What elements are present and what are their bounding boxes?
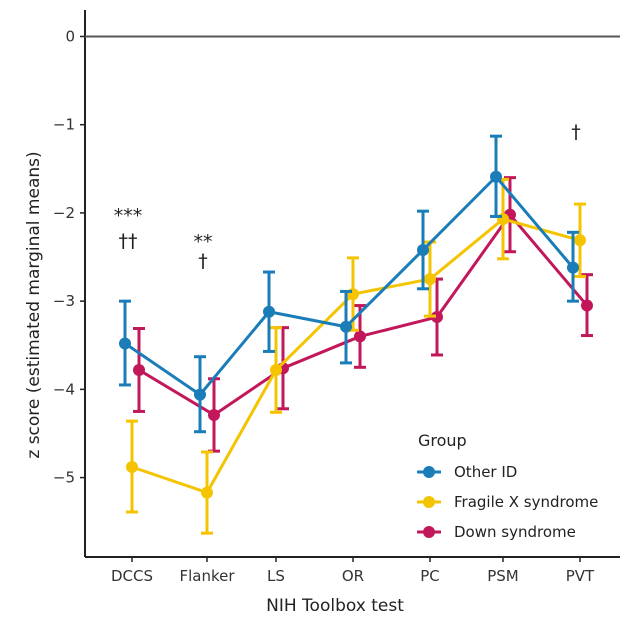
data-point [340, 320, 352, 333]
series-other-id [119, 134, 579, 434]
data-point [490, 170, 502, 183]
data-point [201, 486, 213, 499]
data-point [347, 288, 359, 301]
y-axis-title: z score (estimated marginal means) [24, 151, 44, 458]
data-point [424, 273, 436, 286]
legend-key-point [423, 466, 435, 478]
data-point [567, 261, 579, 274]
series-fragile-x-syndrome [126, 177, 586, 535]
data-point [431, 311, 443, 324]
series-down-syndrome [133, 176, 593, 453]
data-point [270, 363, 282, 376]
data-point [208, 408, 220, 421]
legend-title: Group [418, 431, 467, 450]
data-point [133, 363, 145, 376]
data-point [119, 337, 131, 350]
x-tick-label: Flanker [179, 567, 235, 585]
significance-annotation: † [198, 250, 208, 272]
legend-label: Other ID [454, 463, 517, 481]
significance-annotation: † [571, 121, 581, 143]
y-tick-label: −4 [53, 380, 75, 398]
significance-annotation: †† [119, 230, 138, 252]
data-point [194, 388, 206, 401]
x-axis-title: NIH Toolbox test [266, 596, 404, 616]
x-tick-label: PVT [566, 567, 595, 585]
significance-annotation: ** [194, 231, 213, 253]
data-point [417, 243, 429, 256]
data-point [574, 234, 586, 247]
data-point [497, 213, 509, 226]
legend-label: Fragile X syndrome [454, 493, 598, 511]
data-point [354, 330, 366, 343]
x-tick-label: PSM [487, 567, 519, 585]
y-tick-label: −2 [53, 204, 75, 222]
x-tick-label: DCCS [111, 567, 153, 585]
data-point [581, 299, 593, 312]
y-tick-label: −5 [53, 469, 75, 487]
legend-label: Down syndrome [454, 523, 576, 541]
x-tick-label: OR [342, 567, 364, 585]
y-tick-label: −1 [53, 116, 75, 134]
significance-annotation: *** [114, 205, 143, 227]
x-tick-label: PC [420, 567, 440, 585]
legend-key-point [423, 526, 435, 538]
data-point [263, 305, 275, 318]
legend-key-point [423, 496, 435, 508]
data-point [126, 461, 138, 474]
y-tick-label: −3 [53, 292, 75, 310]
y-tick-label: 0 [65, 27, 75, 45]
x-tick-label: LS [267, 567, 285, 585]
